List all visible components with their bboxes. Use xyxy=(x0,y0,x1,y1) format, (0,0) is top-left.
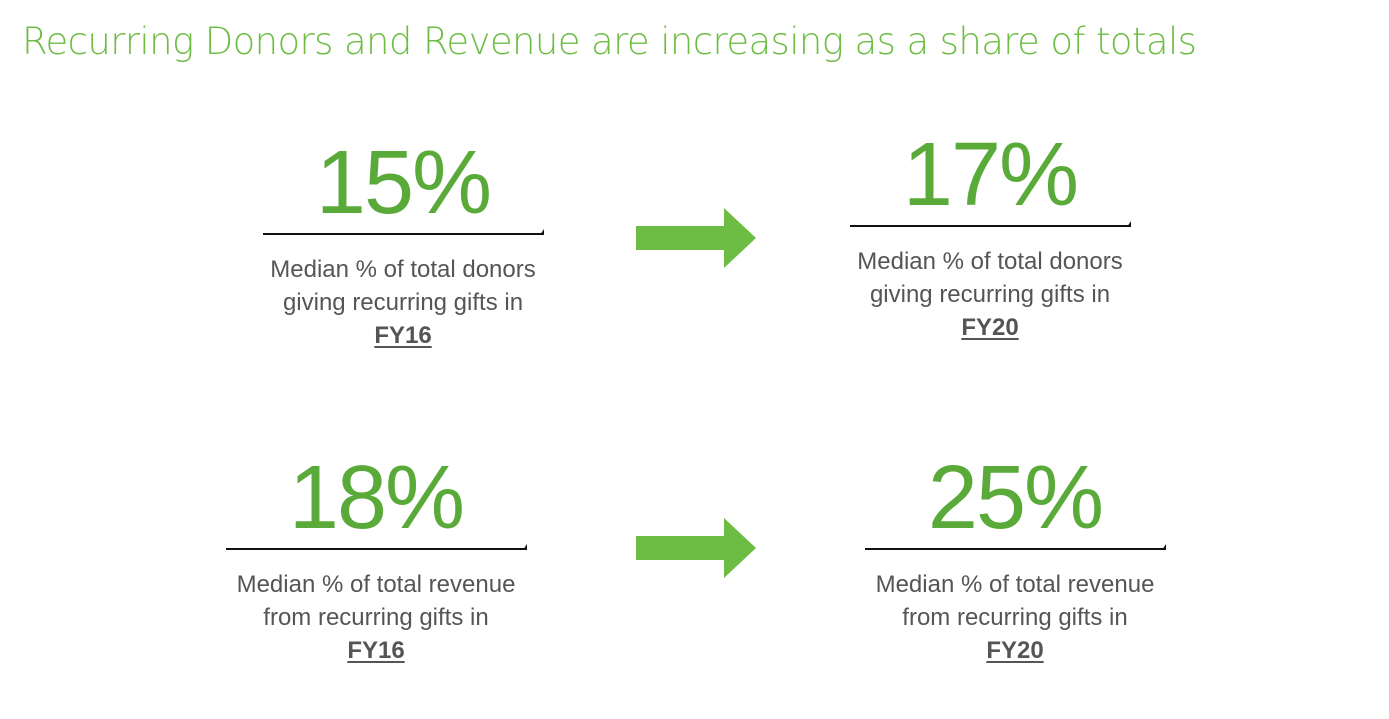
underline-rule xyxy=(263,229,544,235)
page-title: Recurring Donors and Revenue are increas… xyxy=(22,20,1197,63)
underline-rule xyxy=(226,544,527,550)
desc-line-1: Median % of total donors xyxy=(857,248,1123,275)
stat-value: 15% xyxy=(315,133,492,233)
underline-rule xyxy=(850,221,1131,227)
desc-line-2: giving recurring gifts in xyxy=(869,281,1111,308)
stat-description: Median % of total revenue from recurring… xyxy=(855,568,1175,667)
stat-revenue-fy20: 25% Median % of total revenue from recur… xyxy=(855,453,1175,673)
stat-description: Median % of total donors giving recurrin… xyxy=(253,253,553,352)
right-arrow-icon xyxy=(636,208,756,268)
stat-donors-fy16: 15% Median % of total donors giving recu… xyxy=(253,138,553,358)
desc-line-2: from recurring gifts in xyxy=(902,604,1128,631)
desc-line-1: Median % of total revenue xyxy=(875,571,1155,598)
stat-revenue-fy16: 18% Median % of total revenue from recur… xyxy=(216,453,536,673)
right-arrow-icon xyxy=(636,518,756,578)
desc-line-1: Median % of total donors xyxy=(270,256,536,283)
fiscal-year: FY20 xyxy=(986,637,1044,664)
stat-description: Median % of total revenue from recurring… xyxy=(216,568,536,667)
stat-value: 18% xyxy=(288,448,465,548)
stat-value: 17% xyxy=(902,125,1079,225)
fiscal-year: FY16 xyxy=(347,637,405,664)
desc-line-2: giving recurring gifts in xyxy=(282,289,524,316)
fiscal-year: FY16 xyxy=(374,322,432,349)
stat-donors-fy20: 17% Median % of total donors giving recu… xyxy=(840,130,1140,350)
stat-value: 25% xyxy=(927,448,1104,548)
stat-description: Median % of total donors giving recurrin… xyxy=(840,245,1140,344)
underline-rule xyxy=(865,544,1166,550)
fiscal-year: FY20 xyxy=(961,314,1019,341)
desc-line-2: from recurring gifts in xyxy=(263,604,489,631)
desc-line-1: Median % of total revenue xyxy=(236,571,516,598)
